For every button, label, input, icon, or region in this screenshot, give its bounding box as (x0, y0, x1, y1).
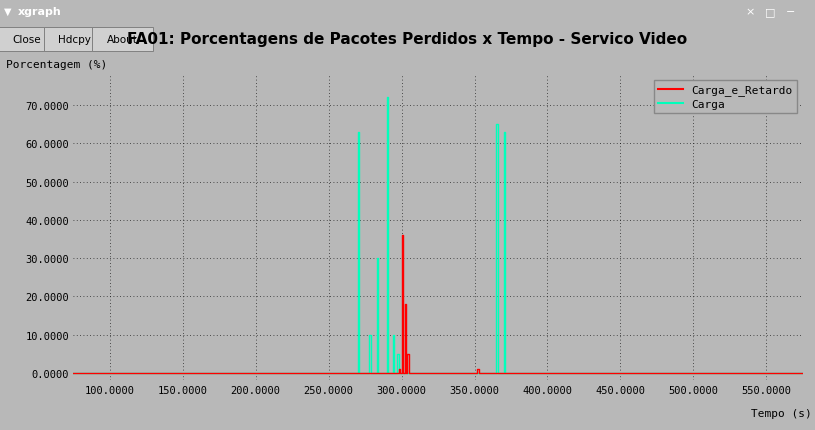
Carga (500, 130, 510, 135)
FancyBboxPatch shape (92, 28, 153, 52)
Carga_e_Retardo (401, 370, 411, 375)
FancyBboxPatch shape (0, 28, 57, 52)
Carga (798, 370, 808, 375)
Carga_e_Retardo (394, 366, 403, 372)
Carga_e_Retardo (798, 370, 808, 375)
Carga (491, 370, 501, 375)
Carga (364, 370, 374, 375)
Carga (373, 256, 383, 261)
Carga (499, 370, 509, 375)
Carga (390, 332, 399, 337)
Text: □: □ (765, 7, 775, 17)
Carga (392, 351, 402, 356)
Carga_e_Retardo (403, 370, 412, 375)
Carga (388, 370, 398, 375)
Carga_e_Retardo (395, 366, 405, 372)
Carga (382, 95, 392, 101)
Carga_e_Retardo (397, 233, 407, 238)
Carga (390, 370, 399, 375)
Carga_e_Retardo (399, 370, 409, 375)
Text: FA01: Porcentagens de Pacotes Perdidos x Tempo - Servico Video: FA01: Porcentagens de Pacotes Perdidos x… (127, 32, 688, 47)
Line: Carga_e_Retardo: Carga_e_Retardo (73, 236, 803, 373)
Line: Carga: Carga (73, 98, 803, 373)
Carga (392, 370, 402, 375)
Carga (372, 256, 381, 261)
Carga_e_Retardo (404, 370, 414, 375)
X-axis label: Tempo (s): Tempo (s) (751, 408, 811, 418)
Carga (373, 370, 383, 375)
Carga_e_Retardo (404, 351, 414, 356)
Legend: Carga_e_Retardo, Carga: Carga_e_Retardo, Carga (654, 81, 797, 114)
Carga (384, 95, 394, 101)
Carga (388, 332, 398, 337)
Carga (366, 332, 376, 337)
Carga (355, 370, 364, 375)
Carga (353, 130, 363, 135)
Text: Hdcpy: Hdcpy (58, 35, 91, 45)
Carga_e_Retardo (395, 370, 405, 375)
Carga (364, 332, 374, 337)
Carga (353, 370, 363, 375)
Carga_e_Retardo (473, 370, 482, 375)
Carga_e_Retardo (473, 366, 482, 372)
Text: xgraph: xgraph (18, 7, 62, 17)
Text: About: About (108, 35, 138, 45)
Carga_e_Retardo (399, 233, 408, 238)
Carga_e_Retardo (397, 370, 407, 375)
Carga_e_Retardo (403, 351, 412, 356)
Text: Porcentagem (%): Porcentagem (%) (6, 59, 107, 69)
Carga_e_Retardo (394, 370, 403, 375)
Carga (500, 370, 510, 375)
Carga (499, 130, 509, 135)
Carga_e_Retardo (401, 302, 411, 307)
FancyBboxPatch shape (44, 28, 105, 52)
Carga_e_Retardo (68, 370, 78, 375)
Carga (382, 370, 392, 375)
Carga (493, 370, 503, 375)
Carga (394, 351, 403, 356)
Carga (68, 370, 78, 375)
Text: −: − (786, 7, 795, 17)
Carga (355, 130, 364, 135)
Carga_e_Retardo (474, 366, 484, 372)
Carga_e_Retardo (399, 370, 408, 375)
Carga (493, 122, 503, 127)
Text: ▼: ▼ (4, 7, 11, 17)
Carga (366, 370, 376, 375)
Carga (384, 370, 394, 375)
Text: Close: Close (12, 35, 41, 45)
Text: ×: × (745, 7, 755, 17)
Carga (372, 370, 381, 375)
Carga (491, 122, 501, 127)
Carga_e_Retardo (474, 370, 484, 375)
Carga (394, 370, 403, 375)
Carga_e_Retardo (399, 302, 409, 307)
